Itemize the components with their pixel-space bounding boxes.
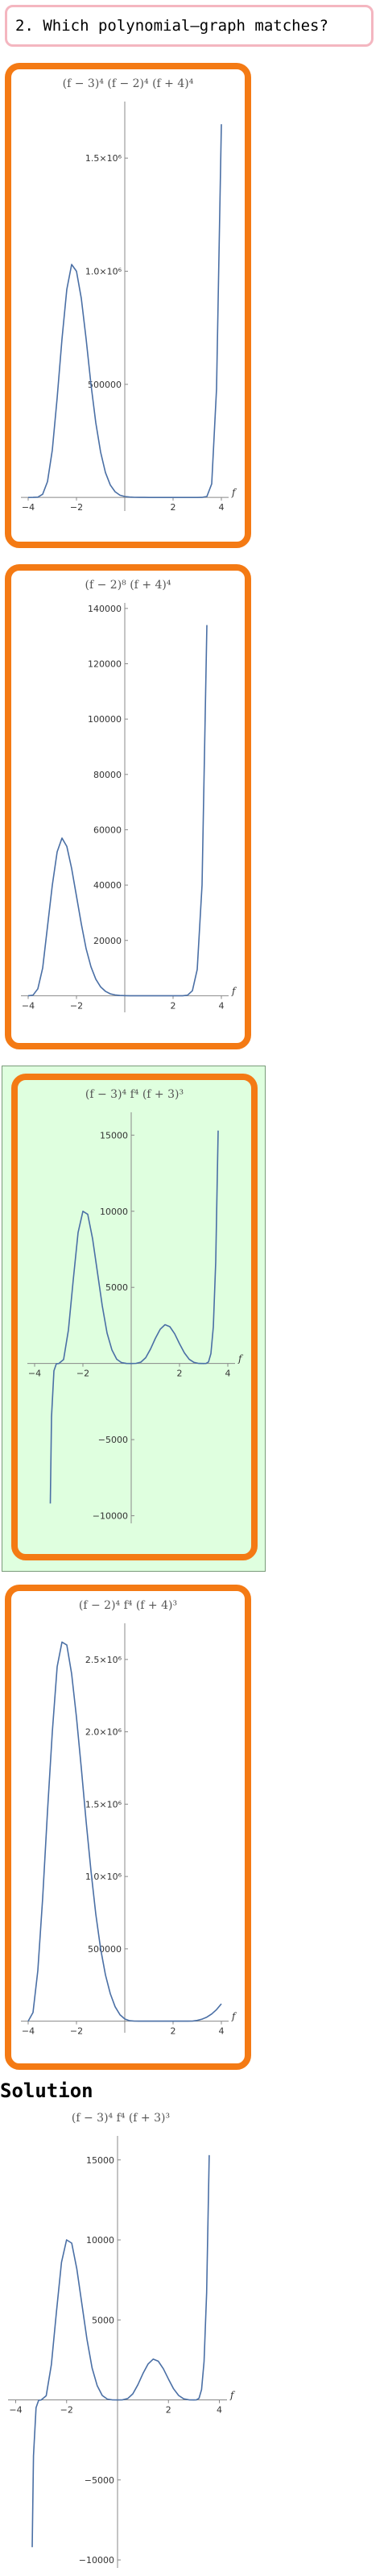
x-tick-label: −4 [22,502,35,513]
x-axis-label: f [229,2390,236,2401]
answer-option-4[interactable]: (f − 2)⁴ f⁴ (f + 4)³ f −4 −2 2 4 500000 1.0×10⁶… [5,1585,251,2070]
x-tick-label: 2 [171,2026,176,2037]
x-tick-label: −2 [70,2026,83,2037]
curve [27,124,222,499]
x-tick-label: −4 [22,1000,35,1011]
x-tick-label: −2 [70,1000,83,1011]
solution-heading: Solution [0,2079,93,2102]
y-tick-label: 15000 [100,1130,128,1141]
answer-option-1[interactable]: (f − 3)⁴ (f − 2)⁴ (f + 4)⁴ f −4 −2 2 4 500000 1… [5,63,251,548]
y-tick-label: 2.0×10⁶ [85,1727,122,1738]
plot-title: (f − 2)⁴ f⁴ (f + 4)³ [79,1599,177,1612]
y-tick-label: 20000 [93,936,122,946]
curve [31,2154,210,2548]
y-tick-label: 10000 [100,1207,128,1217]
x-tick-label: −2 [76,1369,89,1379]
y-tick-label: 100000 [88,714,122,725]
y-tick-label: 500000 [88,380,122,390]
plot-title: (f − 3)⁴ f⁴ (f + 3)³ [72,2112,170,2125]
y-tick-label: 500000 [88,1944,122,1955]
y-tick-label: −10000 [93,1511,128,1522]
y-tick-label: 1.0×10⁶ [85,1872,122,1882]
curve [27,625,208,997]
y-tick-label: 1.5×10⁶ [85,153,122,164]
x-tick-label: 4 [219,1000,225,1011]
curve [27,1641,222,2022]
option-1-plot: (f − 3)⁴ (f − 2)⁴ (f + 4)⁴ f −4 −2 2 4 500000 1… [21,77,237,513]
y-tick-label: −5000 [98,1435,128,1445]
y-tick-label: 2.5×10⁶ [85,1655,122,1665]
question-prompt: 2. Which polynomial‒graph matches? [5,5,374,47]
y-tick-label: 15000 [86,2155,114,2166]
option-2-plot: (f − 2)⁸ (f + 4)⁴ f −4 −2 2 4 20000 40000 60000 8… [21,579,237,1012]
y-tick-label: 60000 [93,825,122,835]
option-4-plot: (f − 2)⁴ f⁴ (f + 4)³ f −4 −2 2 4 500000 1.0×10⁶… [21,1599,237,2037]
plot-title: (f − 2)⁸ (f + 4)⁴ [85,579,171,592]
y-tick-label: 140000 [88,604,122,614]
x-tick-label: −2 [70,502,83,513]
answer-option-2[interactable]: (f − 2)⁸ (f + 4)⁴ f −4 −2 2 4 20000 40000 60000 8… [5,564,251,1049]
y-tick-label: 40000 [93,880,122,891]
x-axis-label: f [231,487,237,498]
option-3-plot: (f − 3)⁴ f⁴ (f + 3)³ f −4 −2 2 4 −10000 −5000 50… [27,1088,244,1523]
question-text: 2. Which polynomial‒graph matches? [15,17,328,35]
x-tick-label: 4 [219,2026,225,2037]
y-tick-label: −5000 [85,2475,114,2486]
x-tick-label: −4 [22,2026,35,2037]
y-tick-label: 120000 [88,659,122,670]
x-tick-label: 4 [219,502,225,513]
y-tick-label: 10000 [86,2235,114,2246]
y-tick-label: 1.5×10⁶ [85,1799,122,1809]
y-tick-label: 5000 [92,2315,114,2325]
x-tick-label: −2 [60,2405,73,2416]
plot-title: (f − 3)⁴ f⁴ (f + 3)³ [85,1088,184,1101]
answer-option-3[interactable]: (f − 3)⁴ f⁴ (f + 3)³ f −4 −2 2 4 −10000 −5000 50… [11,1074,258,1560]
y-tick-label: 5000 [105,1282,128,1293]
x-axis-label: f [237,1353,244,1365]
x-tick-label: −4 [9,2405,22,2416]
x-axis-label: f [231,2011,237,2022]
x-axis-label: f [231,985,237,996]
x-tick-label: 4 [225,1369,231,1379]
y-tick-label: 80000 [93,770,122,780]
solution-plot-container: (f − 3)⁴ f⁴ (f + 3)³ f −4 −2 2 4 −10000 −5000 50… [0,2104,241,2576]
x-tick-label: 2 [171,502,176,513]
x-tick-label: 2 [166,2405,171,2416]
y-tick-label: 1.0×10⁶ [85,266,122,276]
curve [49,1130,219,1504]
x-tick-label: −4 [28,1369,41,1379]
plot-title: (f − 3)⁴ (f − 2)⁴ (f + 4)⁴ [63,77,194,90]
solution-plot: (f − 3)⁴ f⁴ (f + 3)³ f −4 −2 2 4 −10000 −5000 50… [8,2112,236,2568]
y-tick-label: −10000 [79,2555,114,2566]
x-tick-label: 2 [177,1369,183,1379]
x-tick-label: 2 [171,1000,176,1011]
x-tick-label: 4 [217,2405,222,2416]
